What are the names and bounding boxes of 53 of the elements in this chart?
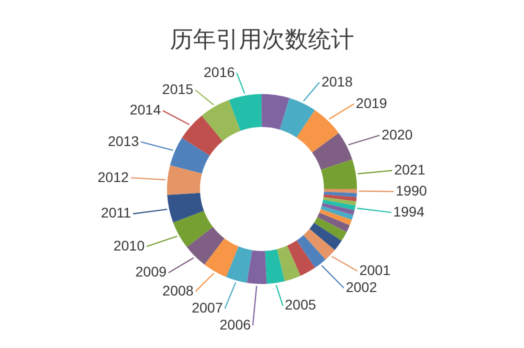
- slice-label: 2018: [321, 73, 353, 90]
- slice-label: 2020: [382, 126, 413, 142]
- slice-label: 2021: [394, 161, 426, 178]
- slice-label: 2007: [192, 299, 224, 316]
- donut-slice: [322, 202, 355, 216]
- slice-label: 2010: [113, 237, 145, 254]
- donut-slice: [276, 246, 301, 282]
- donut-slice: [202, 100, 240, 142]
- donut-slice: [167, 165, 202, 195]
- slice-label: 2002: [346, 278, 378, 295]
- donut-slice: [265, 249, 285, 284]
- donut-slice: [324, 192, 357, 198]
- slice-label: 2009: [135, 264, 167, 280]
- donut-slice: [296, 110, 339, 152]
- slice-label: 2014: [130, 102, 162, 118]
- donut-slice: [319, 209, 352, 226]
- donut-slice: [323, 197, 356, 206]
- slice-label: 2011: [100, 204, 132, 221]
- donut-slice: [303, 228, 335, 260]
- chart-title: 历年引用次数统计: [170, 27, 354, 53]
- donut-slice: [170, 138, 210, 174]
- donut-slice: [324, 189, 357, 194]
- donut-slice: [320, 160, 357, 189]
- donut-slice: [173, 210, 213, 248]
- donut-slice: [323, 194, 357, 202]
- slice-label: 2019: [356, 94, 388, 111]
- donut-slice: [287, 240, 316, 276]
- donut-slice: [317, 212, 350, 232]
- slice-label: 2005: [284, 296, 316, 313]
- donut-slice: [262, 94, 290, 130]
- slice-label: 2006: [220, 316, 252, 332]
- donut-slice: [226, 246, 252, 283]
- donut-slice: [182, 116, 223, 156]
- slice-label: 2013: [108, 132, 140, 149]
- slice-label: 1994: [393, 203, 425, 220]
- donut-slice: [322, 200, 356, 210]
- donut-slice: [167, 192, 204, 222]
- donut-slice: [246, 250, 267, 284]
- donut-slice: [280, 98, 315, 138]
- donut-slice: [228, 94, 262, 131]
- slice-label: 1990: [396, 182, 428, 199]
- donut-slice: [312, 133, 352, 170]
- slice-label: 2016: [204, 64, 235, 80]
- slice-label: 2012: [98, 168, 129, 185]
- donut-slice: [314, 217, 347, 241]
- slice-label: 2001: [359, 262, 391, 278]
- donut-slice: [320, 206, 354, 220]
- donut-slice: [296, 235, 326, 268]
- slice-label: 2015: [162, 80, 194, 97]
- donut-slice: [186, 226, 224, 265]
- donut-slice: [309, 222, 342, 250]
- donut-slice: [204, 238, 239, 277]
- slice-label: 2008: [162, 282, 194, 298]
